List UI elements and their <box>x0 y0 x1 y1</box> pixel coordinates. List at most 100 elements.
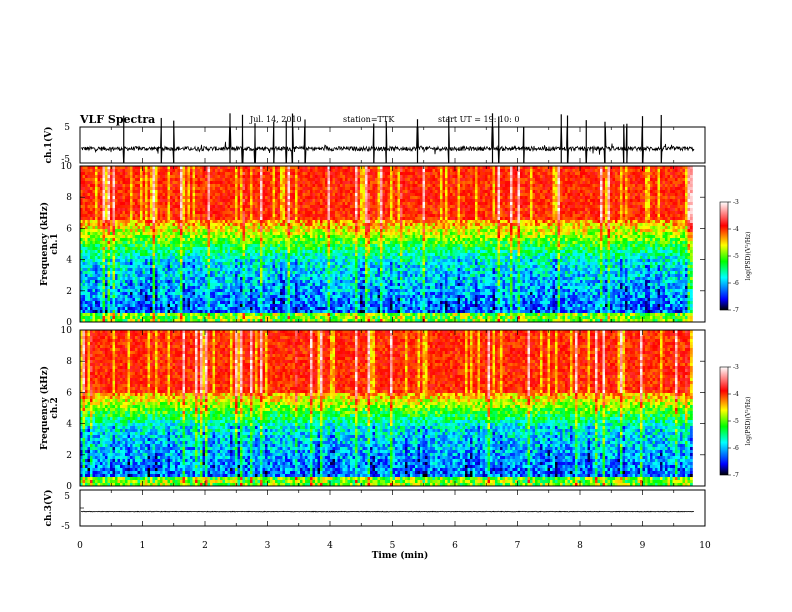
heatmap-cell <box>108 268 111 271</box>
heatmap-cell <box>93 205 96 208</box>
heatmap-cell <box>233 295 236 298</box>
heatmap-cell <box>138 259 141 262</box>
heatmap-cell <box>113 280 116 283</box>
heatmap-cell <box>140 205 143 208</box>
heatmap-cell <box>250 292 253 295</box>
heatmap-cell <box>138 247 141 250</box>
heatmap-cell <box>300 280 303 283</box>
heatmap-cell <box>260 292 263 295</box>
heatmap-cell <box>193 286 196 289</box>
heatmap-cell <box>108 253 111 256</box>
heatmap-cell <box>268 199 271 202</box>
heatmap-cell <box>290 190 293 193</box>
heatmap-cell <box>203 274 206 277</box>
heatmap-cell <box>208 181 211 184</box>
heatmap-cell <box>93 265 96 268</box>
heatmap-cell <box>155 289 158 292</box>
heatmap-cell <box>170 286 173 289</box>
heatmap-cell <box>133 289 136 292</box>
heatmap-cell <box>93 199 96 202</box>
heatmap-cell <box>298 193 301 196</box>
heatmap-cell <box>283 310 286 313</box>
heatmap-cell <box>148 205 151 208</box>
heatmap-cell <box>185 244 188 247</box>
heatmap-cell <box>138 256 141 259</box>
heatmap-cell <box>85 253 88 256</box>
heatmap-cell <box>288 292 291 295</box>
heatmap-cell <box>85 271 88 274</box>
heatmap-cell <box>283 280 286 283</box>
heatmap-cell <box>258 181 261 184</box>
heatmap-cell <box>258 208 261 211</box>
heatmap-cell <box>148 244 151 247</box>
heatmap-cell <box>150 175 153 178</box>
heatmap-cell <box>143 247 146 250</box>
heatmap-cell <box>298 280 301 283</box>
heatmap-cell <box>85 172 88 175</box>
heatmap-cell <box>245 223 248 226</box>
heatmap-cell <box>135 175 138 178</box>
heatmap-cell <box>198 208 201 211</box>
heatmap-cell <box>240 280 243 283</box>
heatmap-cell <box>123 181 126 184</box>
heatmap-cell <box>203 184 206 187</box>
heatmap-cell <box>245 232 248 235</box>
heatmap-cell <box>275 316 278 319</box>
heatmap-cell <box>140 220 143 223</box>
heatmap-cell <box>258 226 261 229</box>
heatmap-cell <box>250 190 253 193</box>
heatmap-cell <box>173 298 176 301</box>
heatmap-cell <box>133 238 136 241</box>
heatmap-cell <box>163 205 166 208</box>
heatmap-cell <box>258 277 261 280</box>
heatmap-cell <box>205 184 208 187</box>
heatmap-cell <box>168 250 171 253</box>
heatmap-cell <box>260 187 263 190</box>
heatmap-cell <box>270 310 273 313</box>
heatmap-cell <box>280 316 283 319</box>
heatmap-cell <box>218 289 221 292</box>
heatmap-cell <box>228 229 231 232</box>
heatmap-cell <box>310 238 313 241</box>
heatmap-cell <box>315 223 318 226</box>
heatmap-cell <box>163 229 166 232</box>
heatmap-cell <box>270 235 273 238</box>
heatmap-cell <box>238 202 241 205</box>
heatmap-cell <box>90 217 93 220</box>
heatmap-cell <box>143 277 146 280</box>
heatmap-cell <box>203 193 206 196</box>
heatmap-cell <box>148 211 151 214</box>
heatmap-cell <box>88 190 91 193</box>
heatmap-cell <box>215 220 218 223</box>
heatmap-cell <box>155 295 158 298</box>
heatmap-cell <box>150 235 153 238</box>
heatmap-cell <box>250 175 253 178</box>
heatmap-cell <box>280 181 283 184</box>
heatmap-cell <box>175 217 178 220</box>
heatmap-cell <box>248 229 251 232</box>
heatmap-cell <box>110 184 113 187</box>
heatmap-cell <box>200 226 203 229</box>
heatmap-cell <box>193 256 196 259</box>
heatmap-cell <box>263 235 266 238</box>
heatmap-cell <box>280 298 283 301</box>
heatmap-cell <box>155 253 158 256</box>
heatmap-cell <box>198 205 201 208</box>
heatmap-cell <box>205 181 208 184</box>
heatmap-cell <box>220 187 223 190</box>
heatmap-cell <box>203 256 206 259</box>
heatmap-cell <box>268 214 271 217</box>
heatmap-cell <box>308 178 311 181</box>
heatmap-cell <box>250 274 253 277</box>
heatmap-cell <box>263 172 266 175</box>
heatmap-cell <box>185 283 188 286</box>
heatmap-cell <box>110 286 113 289</box>
heatmap-cell <box>103 205 106 208</box>
heatmap-cell <box>225 301 228 304</box>
heatmap-cell <box>110 205 113 208</box>
heatmap-cell <box>170 280 173 283</box>
heatmap-cell <box>238 271 241 274</box>
heatmap-cell <box>270 172 273 175</box>
heatmap-cell <box>155 247 158 250</box>
heatmap-cell <box>190 226 193 229</box>
